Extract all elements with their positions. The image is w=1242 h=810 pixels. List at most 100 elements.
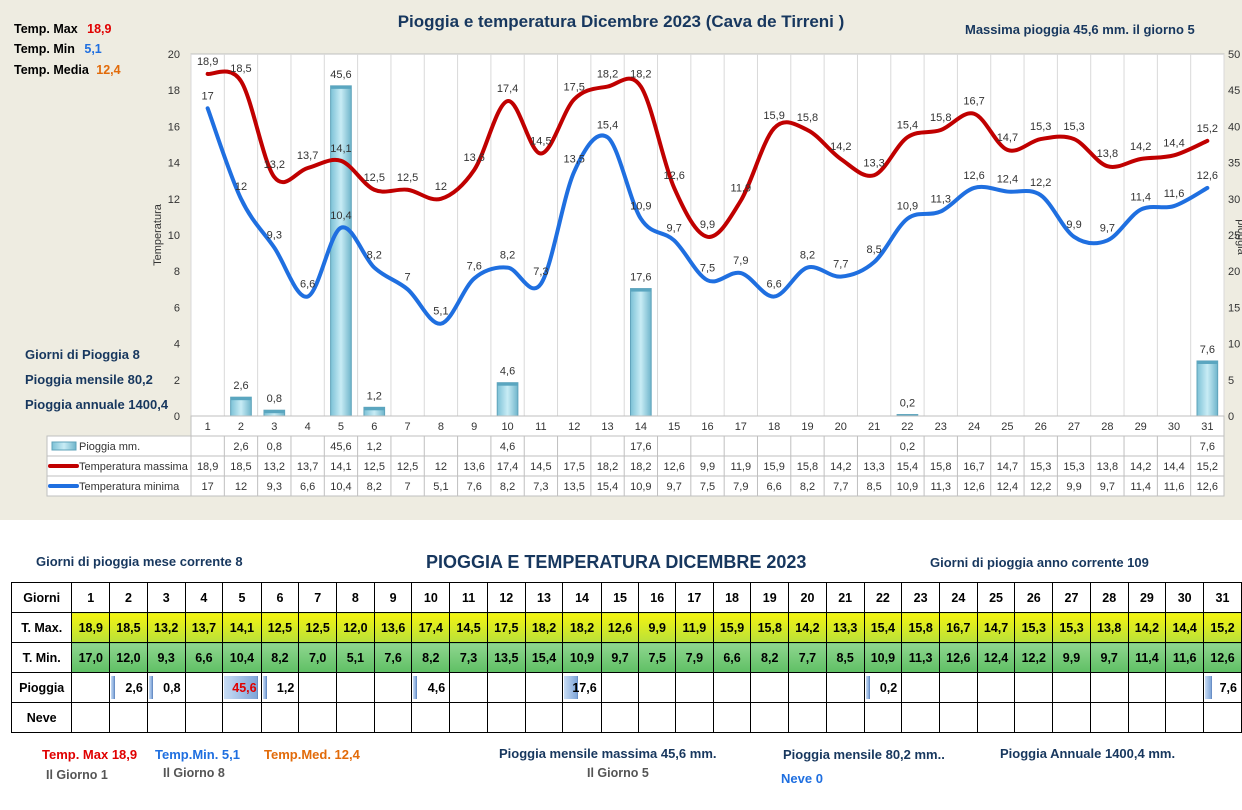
tmax-table-value: 17,5 [563,461,584,473]
tmin-table-value: 12,2 [1030,481,1051,493]
tmin-table-value: 17 [202,481,214,493]
day-cell: 19 [750,582,790,613]
snow-cell [1127,702,1167,733]
tmin-data-label: 12,4 [997,174,1018,186]
chart-title: Pioggia e temperatura Dicembre 2023 (Cav… [398,12,845,31]
row-label-snow: Neve [10,702,73,733]
day-cell: 8 [336,582,375,613]
tmin-data-label: 9,7 [1100,222,1115,234]
x-tick-label: 25 [1001,421,1013,433]
tmax-cell: 12,5 [260,612,300,643]
y2-tick-label: 15 [1228,302,1240,314]
tmax-data-label: 14,2 [1130,141,1151,153]
snow-cell [449,702,488,733]
rain-value: 45,6 [232,680,257,695]
summary-tmed: Temp. Media 12,4 [14,63,121,77]
tmin-table-value: 11,3 [930,481,951,493]
legend-label-rain: Pioggia mm. [79,441,140,453]
summary-tmin: Temp. Min 5,1 [14,42,102,56]
rain-bar-top [1197,360,1218,364]
tmax-table-value: 13,3 [863,461,884,473]
day-cell: 10 [411,582,451,613]
rain-level-bar [224,676,259,699]
rain-table-value: 2,6 [233,441,248,453]
rain-table-value: 0,8 [267,441,282,453]
rain-value: 4,6 [427,680,446,695]
rain-days-month: Giorni di pioggia mese corrente 8 [36,554,243,569]
tmax-data-label: 14,5 [530,136,551,148]
rain-level-bar [564,676,579,699]
row-label-tmin: T. Min. [10,642,73,673]
tmin-data-label: 9,9 [1066,219,1081,231]
tmin-table-value: 6,6 [766,481,781,493]
x-tick-label: 16 [701,421,713,433]
tmin-table-value: 8,2 [500,481,515,493]
footer-tmax: Temp. Max 18,9 [42,747,138,762]
y-tick-label: 8 [174,266,180,278]
tmax-table-value: 18,2 [630,461,651,473]
tmax-data-label: 12 [435,181,447,193]
tmin-cell: 5,1 [336,642,375,673]
tmax-data-label: 15,9 [763,110,784,122]
footer-max-monthly-rain: Pioggia mensile massima 45,6 mm. [499,746,717,761]
snow-cell [976,702,1016,733]
tmax-data-label: 17,5 [563,81,584,93]
day-cell: 3 [146,582,186,613]
day-cell: 23 [901,582,940,613]
tmin-data-label: 9,3 [267,230,282,242]
snow-cell [712,702,752,733]
footer-tmed: Temp.Med. 12,4 [264,747,360,762]
tmin-data-label: 11,4 [1130,192,1151,204]
x-tick-label: 29 [1135,421,1147,433]
rain-value: 0,8 [163,680,181,695]
y2-tick-label: 30 [1228,194,1240,206]
day-cell: 17 [675,582,714,613]
tmax-table-value: 13,2 [264,461,285,473]
tmin-table-value: 10,4 [330,481,351,493]
tmax-table-value: 13,6 [464,461,485,473]
rain-bar [496,382,519,417]
x-tick-label: 24 [968,421,980,433]
rain-bar-top [330,85,352,89]
rain-cell [675,672,714,703]
rain-level-bar [413,676,418,699]
tmax-cell: 13,3 [825,612,865,643]
day-cell: 6 [260,582,300,613]
x-tick-label: 20 [835,421,847,433]
tmax-cell: 17,5 [486,612,526,643]
tmax-cell: 15,2 [1203,612,1242,643]
tmax-cell: 15,4 [863,612,903,643]
day-cell: 30 [1165,582,1204,613]
tmin-cell: 9,3 [146,642,186,673]
rain-cell [373,672,413,703]
tmax-cell: 13,6 [373,612,413,643]
rain-data-label: 45,6 [330,69,351,81]
day-cell: 15 [600,582,640,613]
x-tick-label: 13 [601,421,613,433]
snow-cell [486,702,526,733]
tmin-data-label: 7 [405,271,411,283]
tmin-table-value: 9,9 [1066,481,1081,493]
footer-annual-rain: Pioggia Annuale 1400,4 mm. [1000,746,1176,761]
tmax-data-label: 12,5 [397,172,418,184]
tmin-table-value: 13,5 [563,481,584,493]
tmax-data-label: 17,4 [497,83,518,95]
rain-table-value: 0,2 [900,441,915,453]
rain-cell [298,672,338,703]
y2-tick-label: 0 [1228,411,1234,423]
tmin-table-value: 7,3 [533,481,548,493]
tmax-data-label: 15,4 [897,119,918,131]
tmax-table-value: 16,7 [963,461,984,473]
day-cell: 20 [788,582,827,613]
tmin-cell: 12,6 [1203,642,1242,673]
rain-cell [1052,672,1091,703]
day-cell: 18 [712,582,752,613]
y-tick-label: 16 [168,121,180,133]
table-row-days: Giorni 1 2 3 4 5 6 7 8 9 10 11 12 13 14 15 16 17 18 19 20 21 2… [10,582,1242,613]
rain-cell [1014,672,1054,703]
tmax-cell: 14,2 [788,612,827,643]
rain-table-value: 17,6 [630,441,651,453]
tmax-table-value: 13,7 [297,461,318,473]
footer-snow: Neve 0 [781,771,823,786]
rain-bar-top [230,397,252,401]
